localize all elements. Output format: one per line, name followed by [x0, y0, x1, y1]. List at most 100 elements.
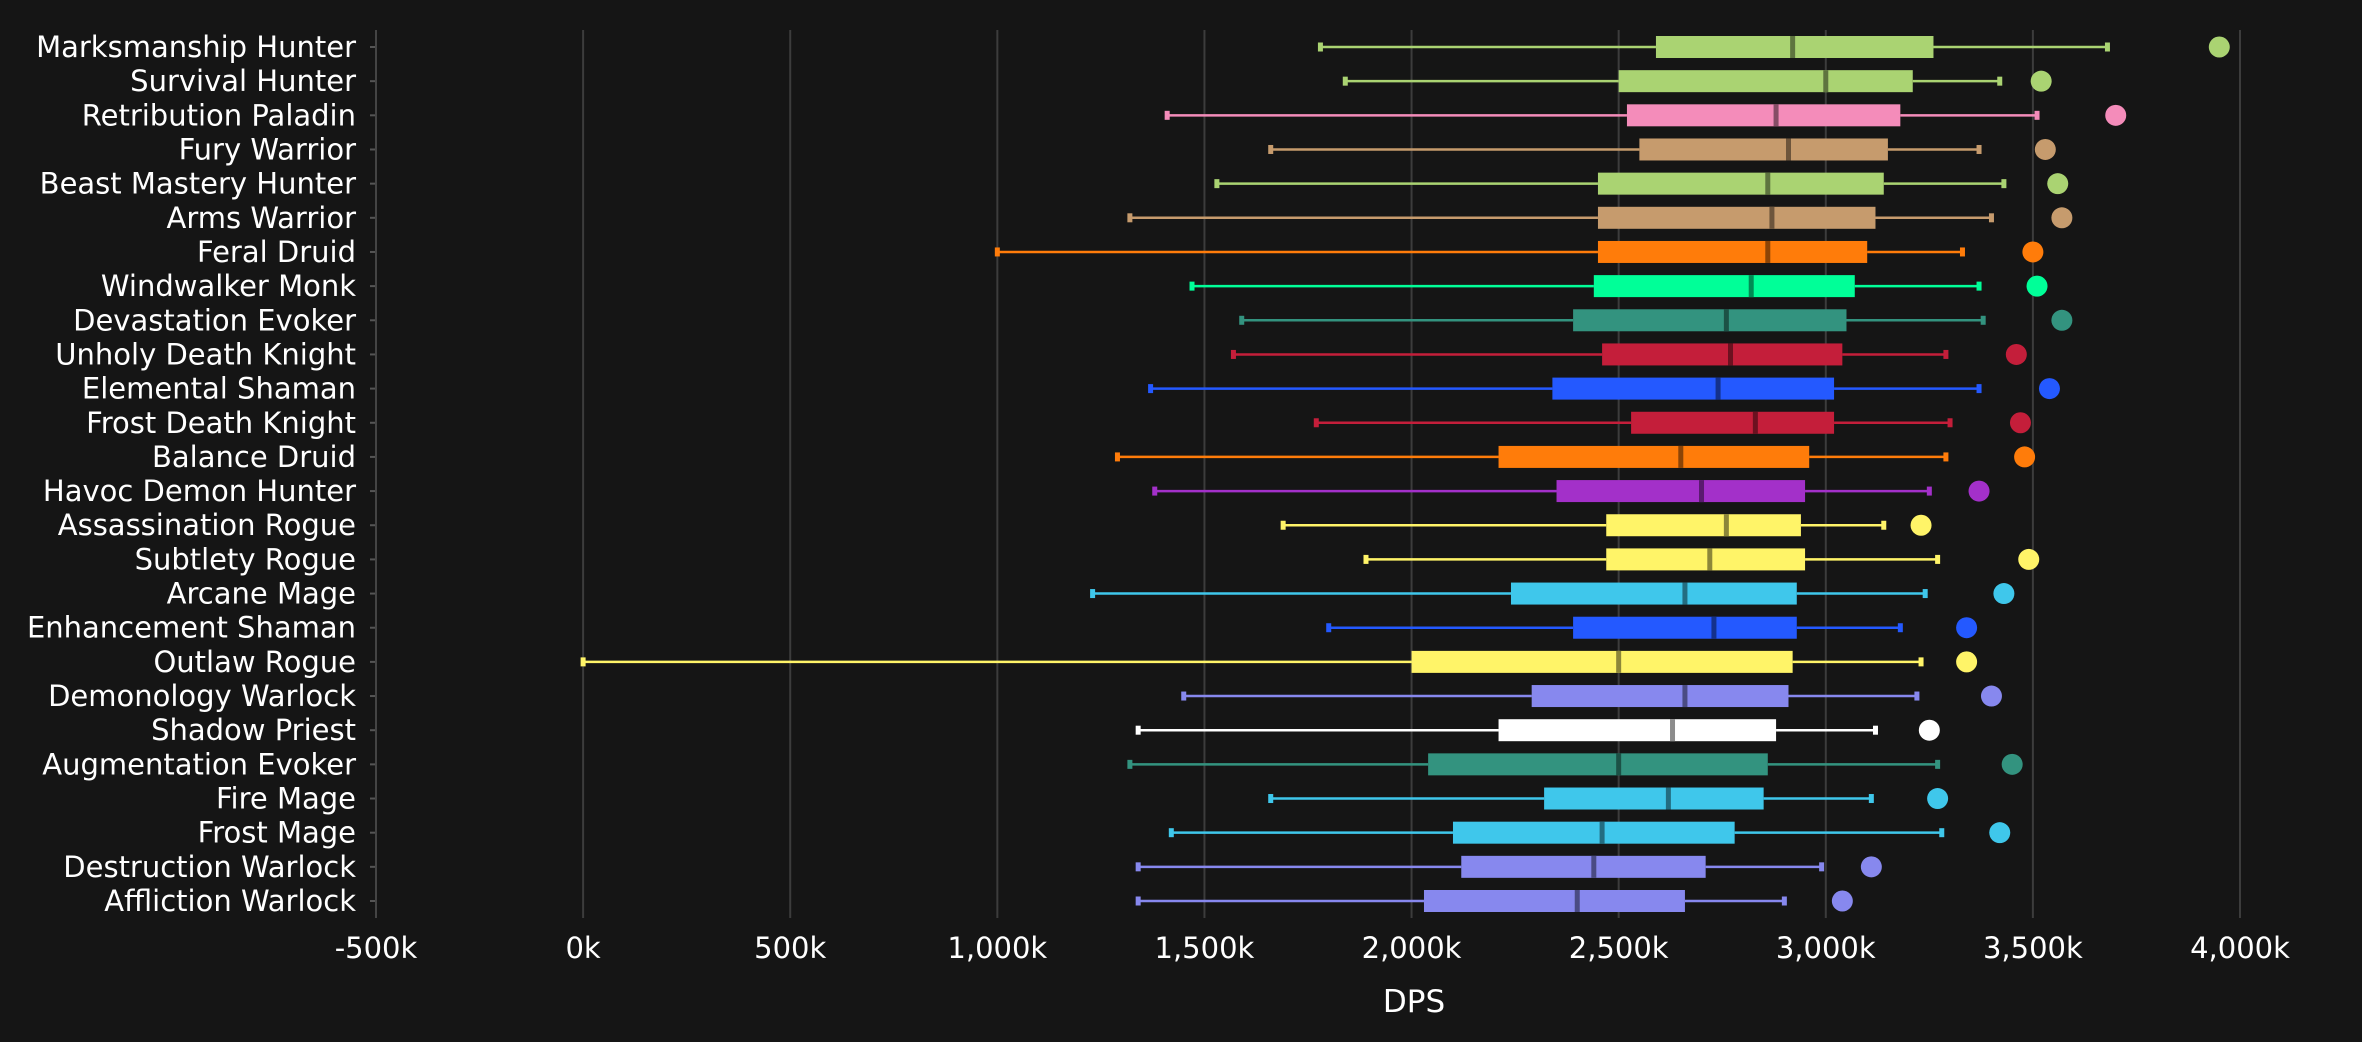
outlier-point [1918, 719, 1940, 741]
x-tick-label: -500k [335, 931, 418, 965]
x-tick-label: 3,500k [1983, 931, 2083, 965]
outlier-point [1956, 617, 1978, 639]
outlier-point [1927, 788, 1949, 810]
iqr-box [1544, 787, 1764, 810]
category-label: Devastation Evoker [73, 303, 356, 337]
outlier-point [2005, 343, 2027, 365]
category-label: Affliction Warlock [104, 884, 356, 918]
median-marker [1823, 70, 1829, 93]
x-tick-label: 2,500k [1569, 931, 1669, 965]
outlier-point [2030, 70, 2052, 92]
category-label: Subtlety Rogue [135, 542, 356, 576]
category-label: Arcane Mage [167, 577, 356, 611]
outlier-point [2026, 275, 2048, 297]
x-tick-label: 4,000k [2190, 931, 2290, 965]
category-label: Unholy Death Knight [55, 337, 356, 371]
iqr-box [1461, 855, 1706, 878]
category-label: Havoc Demon Hunter [43, 474, 356, 508]
median-marker [1682, 685, 1688, 708]
iqr-box [1423, 890, 1685, 912]
whisker-cap-min [1268, 144, 1274, 154]
median-marker [1752, 411, 1758, 434]
iqr-box [1531, 685, 1789, 708]
median-marker [1599, 821, 1605, 844]
whisker-cap-max [2104, 42, 2110, 52]
whisker-cap-min [1363, 554, 1369, 564]
category-label: Outlaw Rogue [153, 645, 356, 679]
iqr-box [1411, 650, 1793, 673]
category-label: Windwalker Monk [101, 269, 356, 303]
whisker-cap-max [1976, 384, 1982, 394]
median-marker [1616, 650, 1622, 673]
whisker-cap-max [1914, 691, 1920, 701]
whisker-cap-max [1947, 418, 1953, 428]
whisker-cap-max [2001, 179, 2007, 189]
iqr-box [1452, 821, 1735, 844]
category-label: Marksmanship Hunter [36, 30, 356, 64]
median-marker [1785, 138, 1791, 161]
outlier-point [1989, 822, 2011, 844]
iqr-box [1606, 514, 1801, 537]
whisker-cap-min [994, 247, 1000, 257]
whisker-cap-max [1976, 144, 1982, 154]
whisker-cap-max [1922, 589, 1928, 599]
x-tick-label: 500k [754, 931, 826, 965]
outlier-point [2034, 138, 2056, 160]
whisker-cap-max [1980, 315, 1986, 325]
whisker-cap-max [1988, 213, 1994, 223]
outlier-point [1956, 651, 1978, 673]
iqr-box [1597, 206, 1876, 229]
iqr-box [1498, 719, 1777, 742]
whisker-cap-max [1959, 247, 1965, 257]
median-marker [1769, 206, 1775, 229]
whisker-cap-min [1214, 179, 1220, 189]
category-label: Demonology Warlock [48, 679, 356, 713]
outlier-point [2208, 36, 2230, 58]
category-label: Beast Mastery Hunter [40, 167, 356, 201]
whisker-cap-max [1935, 554, 1941, 564]
whisker-cap-min [1127, 759, 1133, 769]
median-marker [1616, 753, 1622, 776]
median-marker [1790, 36, 1796, 58]
outlier-point [2051, 309, 2073, 331]
category-label: Shadow Priest [151, 713, 356, 747]
outlier-point [2009, 412, 2031, 434]
whisker-cap-max [1781, 896, 1787, 906]
whisker-cap-min [1090, 589, 1096, 599]
whisker-cap-min [1189, 281, 1195, 291]
whisker-cap-min [1152, 486, 1158, 496]
category-label: Balance Druid [152, 440, 356, 474]
iqr-box [1597, 240, 1868, 263]
category-label: Feral Druid [197, 235, 356, 269]
whisker-cap-min [1148, 384, 1154, 394]
whisker-cap-max [1819, 862, 1825, 872]
outlier-point [1980, 685, 2002, 707]
whisker-cap-min [1135, 896, 1141, 906]
median-marker [1773, 104, 1779, 127]
median-marker [1723, 514, 1729, 537]
outlier-point [1860, 856, 1882, 878]
whisker-cap-min [1135, 862, 1141, 872]
iqr-box [1639, 138, 1888, 161]
median-marker [1670, 719, 1676, 742]
category-label: Elemental Shaman [82, 372, 356, 406]
outlier-point [2105, 104, 2127, 126]
category-label: Retribution Paladin [82, 98, 356, 132]
iqr-box [1602, 343, 1843, 366]
outlier-point [2001, 753, 2023, 775]
whisker-cap-max [1868, 794, 1874, 804]
category-label: Fury Warrior [179, 132, 357, 166]
whisker-cap-max [1897, 623, 1903, 633]
iqr-box [1593, 275, 1855, 298]
whisker-cap-min [1268, 794, 1274, 804]
whisker-cap-min [1280, 520, 1286, 530]
outlier-point [2022, 241, 2044, 263]
x-tick-label: 0k [565, 931, 600, 965]
iqr-box [1626, 104, 1901, 127]
x-tick-label: 2,000k [1362, 931, 1462, 965]
median-marker [1678, 445, 1684, 468]
whisker-cap-max [1997, 76, 2003, 86]
whisker-cap-max [1881, 520, 1887, 530]
